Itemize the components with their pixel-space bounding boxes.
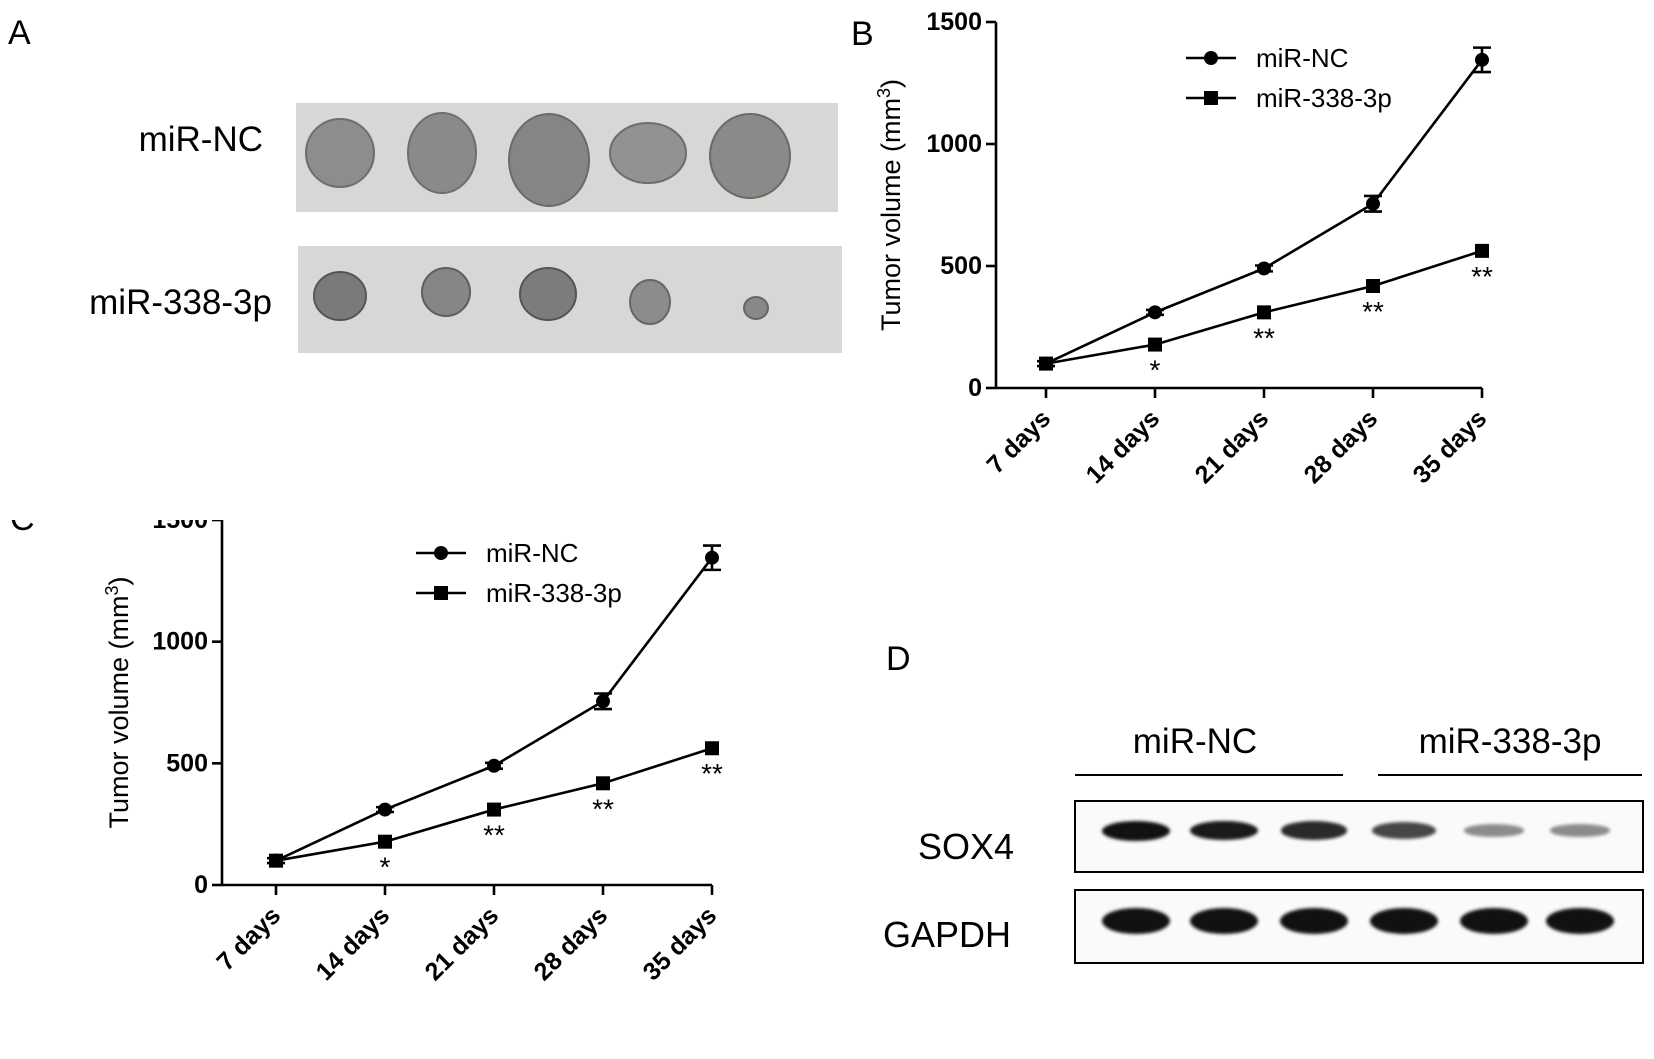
tumor-photo-nc-svg bbox=[305, 112, 791, 207]
tumor-photo-strip-mir-nc bbox=[296, 103, 838, 212]
significance-marker: * bbox=[380, 852, 391, 883]
blot-band-lane-6 bbox=[1546, 907, 1614, 934]
data-point-mir-nc bbox=[1475, 52, 1489, 67]
data-point-mir-338-3p bbox=[1257, 305, 1271, 320]
panel-letter-d: D bbox=[886, 640, 911, 678]
data-point-mir-nc bbox=[378, 802, 392, 817]
blot-label-gapdh: GAPDH bbox=[883, 914, 1012, 955]
tumor-photo-338-svg bbox=[313, 267, 769, 325]
y-tick-label: 0 bbox=[194, 871, 208, 899]
legend-label-mir-338-3p: miR-338-3p bbox=[486, 578, 622, 608]
y-tick-label: 500 bbox=[940, 252, 982, 280]
x-tick-label: 35 days bbox=[1408, 404, 1493, 489]
data-point-mir-338-3p bbox=[1148, 337, 1162, 352]
panel-letter-b: B bbox=[851, 15, 874, 53]
blot-band-lane-3 bbox=[1280, 821, 1348, 840]
data-point-mir-nc bbox=[1366, 196, 1380, 211]
blot-band-lane-1 bbox=[1102, 907, 1170, 934]
data-point-mir-nc bbox=[1257, 261, 1271, 276]
panel-letter-a: A bbox=[8, 14, 31, 52]
chart-panel-b: B 0 500 1000 1500 Tumor volume (mm3) 7 days 14 … bbox=[851, 8, 1493, 489]
panel-a-row-label-mir-nc: miR-NC bbox=[138, 120, 263, 159]
significance-marker: ** bbox=[701, 758, 723, 789]
tumor-photo-strip-mir-338 bbox=[298, 246, 842, 353]
tumor-338-2 bbox=[421, 267, 471, 317]
significance-marker: ** bbox=[592, 793, 614, 824]
y-tick-label: 0 bbox=[968, 374, 982, 402]
x-tick-label: 21 days bbox=[1190, 404, 1275, 489]
data-point-mir-338-3p bbox=[1475, 243, 1489, 258]
panel-d-group-line-mir-338 bbox=[1378, 774, 1642, 776]
data-point-mir-338-3p bbox=[705, 741, 719, 756]
y-tick-label: 1000 bbox=[152, 628, 208, 656]
y-tick-label: 1500 bbox=[926, 8, 982, 36]
y-axis-label: Tumor volume (mm3) bbox=[102, 576, 134, 828]
panel-a-row-label-mir-338: miR-338-3p bbox=[89, 283, 272, 322]
data-point-mir-338-3p bbox=[1366, 279, 1380, 294]
legend-marker-square bbox=[434, 586, 448, 600]
data-point-mir-338-3p bbox=[487, 802, 501, 817]
data-point-mir-nc bbox=[705, 550, 719, 565]
legend-label-mir-338-3p: miR-338-3p bbox=[1256, 83, 1392, 113]
blot-band-lane-2 bbox=[1190, 820, 1258, 841]
western-blot-gapdh bbox=[1074, 889, 1644, 964]
significance-marker: * bbox=[1150, 355, 1161, 386]
blot-band-lane-2 bbox=[1190, 907, 1258, 934]
blot-band-lane-1 bbox=[1102, 820, 1170, 841]
tumor-nc-2 bbox=[407, 112, 477, 194]
tumor-338-3 bbox=[519, 267, 577, 321]
y-tick-label: 1500 bbox=[152, 520, 208, 534]
legend-marker-circle bbox=[434, 546, 448, 560]
tumor-338-5 bbox=[743, 296, 769, 320]
blot-band-lane-6 bbox=[1550, 824, 1610, 837]
tumor-nc-1 bbox=[305, 118, 375, 188]
tumor-338-4 bbox=[629, 279, 671, 325]
data-point-mir-nc bbox=[487, 758, 501, 773]
tumor-338-1 bbox=[313, 271, 367, 321]
panel-d-group-label-mir-nc: miR-NC bbox=[1132, 722, 1258, 761]
blot-band-lane-5 bbox=[1460, 907, 1528, 934]
blot-band-lane-3 bbox=[1280, 907, 1348, 934]
significance-marker: ** bbox=[1362, 296, 1384, 327]
legend-label-mir-nc: miR-NC bbox=[1256, 43, 1348, 73]
x-tick-label: 28 days bbox=[529, 901, 614, 986]
panel-d-group-line-mir-nc bbox=[1075, 774, 1343, 776]
data-point-mir-nc bbox=[1148, 305, 1162, 320]
data-point-mir-338-3p bbox=[596, 776, 610, 791]
x-tick-label: 14 days bbox=[311, 901, 396, 986]
x-tick-label: 21 days bbox=[420, 901, 505, 986]
panel-d-group-label-mir-338: miR-338-3p bbox=[1418, 722, 1602, 761]
blot-band-lane-4 bbox=[1370, 907, 1438, 934]
y-axis-label: Tumor volume (mm3) bbox=[874, 79, 906, 331]
data-point-mir-338-3p bbox=[1039, 356, 1053, 371]
data-point-mir-338-3p bbox=[378, 834, 392, 849]
blot-label-sox4: SOX4 bbox=[918, 826, 1015, 867]
significance-marker: ** bbox=[483, 820, 505, 851]
x-tick-label: 14 days bbox=[1081, 404, 1166, 489]
tumor-nc-4 bbox=[609, 122, 687, 184]
chart-panel-c: C 0 500 1000 1500 Tumor volume (mm3) 7 days 14 … bbox=[10, 520, 723, 986]
tumor-nc-5 bbox=[709, 113, 791, 199]
data-point-mir-338-3p bbox=[269, 853, 283, 868]
legend-marker-square bbox=[1204, 91, 1218, 105]
x-tick-label: 28 days bbox=[1299, 404, 1384, 489]
blot-band-lane-4 bbox=[1371, 822, 1437, 839]
blot-band-lane-5 bbox=[1464, 824, 1524, 837]
x-tick-label: 7 days bbox=[211, 901, 286, 976]
y-tick-label: 500 bbox=[166, 749, 208, 777]
significance-marker: ** bbox=[1253, 322, 1275, 353]
x-tick-label: 7 days bbox=[981, 404, 1056, 479]
tumor-nc-3 bbox=[508, 113, 590, 207]
data-point-mir-nc bbox=[596, 694, 610, 709]
significance-marker: ** bbox=[1471, 261, 1493, 292]
y-tick-label: 1000 bbox=[926, 130, 982, 158]
panel-letter-c: C bbox=[10, 520, 35, 538]
legend-label-mir-nc: miR-NC bbox=[486, 538, 578, 568]
western-blot-sox4 bbox=[1074, 800, 1644, 873]
legend-marker-circle bbox=[1204, 51, 1218, 65]
x-tick-label: 35 days bbox=[638, 901, 723, 986]
